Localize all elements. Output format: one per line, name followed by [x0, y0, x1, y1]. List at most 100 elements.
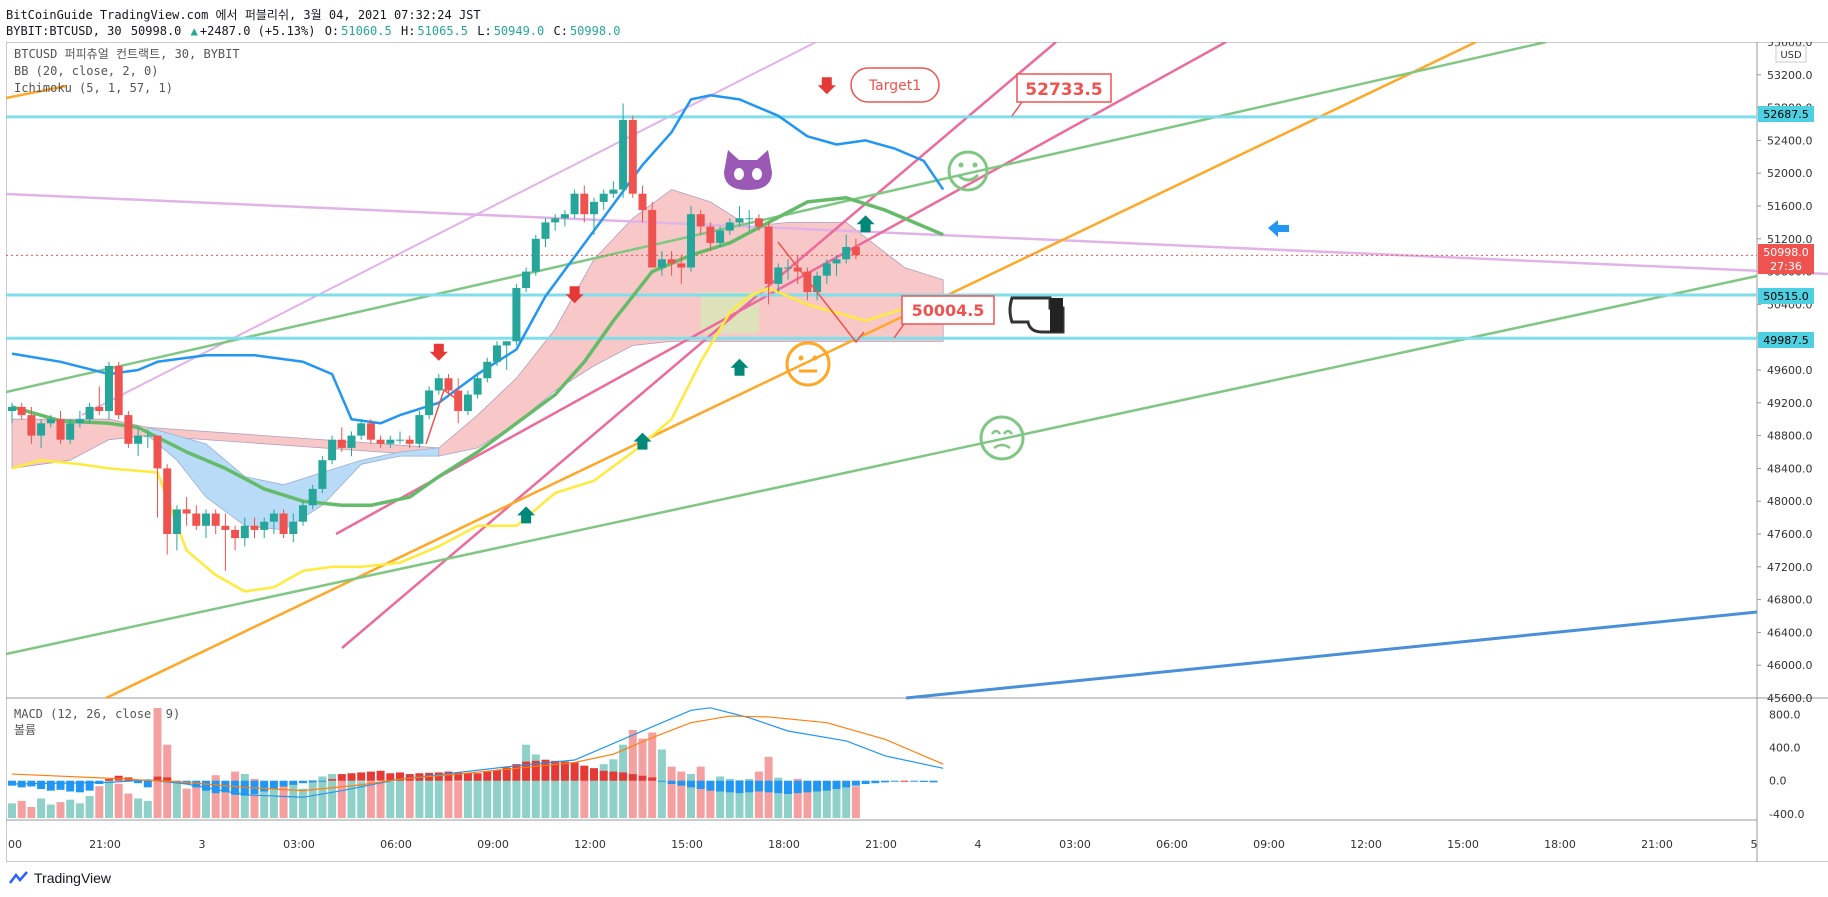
trendline-pink-upper: [341, 42, 1057, 649]
price-change: +2487.0 (+5.13%): [199, 24, 316, 38]
candle-body: [299, 505, 307, 522]
macd-histogram-bar: [37, 780, 46, 789]
macd-histogram-bar: [260, 780, 269, 792]
macd-histogram-bar: [386, 773, 395, 781]
legend-ichimoku: Ichimoku (5, 1, 57, 1): [14, 81, 173, 95]
candle-body: [745, 218, 754, 220]
candle-body: [405, 439, 414, 444]
volume-bar: [793, 778, 802, 818]
macd-histogram-bar: [910, 780, 919, 782]
time-tick-label: 5: [1751, 838, 1758, 851]
volume-bar: [590, 767, 598, 818]
candle-body: [706, 226, 715, 243]
candle-body: [260, 521, 269, 530]
candle-body: [842, 247, 851, 260]
down-arrow-icon: [429, 343, 448, 361]
time-tick-label: 21:00: [1641, 838, 1673, 851]
volume-bar: [8, 803, 16, 818]
volume-bar: [531, 754, 540, 818]
candle-body: [444, 378, 453, 391]
time-axis: 00 21:00 3 03:00 06:00 09:00 12:00 15:00 18:00 21…: [6, 819, 1758, 851]
cloud-bear-area: [11, 189, 944, 469]
svg-text:50515.0: 50515.0: [1763, 290, 1809, 303]
macd-histogram-bar: [590, 768, 598, 781]
volume-bar: [832, 782, 841, 818]
volume-bar: [851, 786, 860, 818]
price-tick-label: 51200.0: [1767, 233, 1813, 246]
candle-body: [677, 263, 686, 268]
candle-body: [619, 119, 628, 190]
up-arrow-icon: [633, 432, 652, 450]
candle-body: [687, 214, 695, 268]
candle-body: [667, 259, 676, 264]
candle-body: [784, 267, 792, 269]
macd-histogram-bar: [706, 780, 715, 791]
macd-histogram-bar: [842, 780, 851, 788]
candle-body: [347, 435, 356, 448]
volume-bar: [774, 777, 783, 818]
macd-histogram-bar: [531, 760, 540, 781]
price-chart[interactable]: BTCUSD 퍼피츄얼 컨트랙트, 30, BYBIT BB (20, clos…: [6, 42, 1828, 862]
macd-histogram-bar: [551, 760, 560, 781]
volume-bar: [114, 783, 123, 818]
high-label: H:: [400, 24, 416, 38]
macd-histogram-bar: [929, 780, 938, 783]
candle-body: [793, 267, 802, 272]
volume-bar: [202, 785, 210, 818]
svg-text:49987.5: 49987.5: [1763, 334, 1809, 347]
open-label: O:: [324, 24, 340, 38]
macd-histogram-bar: [871, 780, 880, 784]
time-tick-label: 15:00: [1447, 838, 1479, 851]
candle-body: [163, 468, 172, 534]
price-tick-label: 49200.0: [1767, 397, 1813, 410]
volume-bar: [512, 766, 521, 818]
low-callout: 50004.5: [893, 295, 995, 339]
macd-histogram-bar: [881, 780, 889, 783]
macd-histogram-bar: [328, 779, 337, 781]
candle-body: [328, 439, 337, 461]
macd-histogram-bar: [337, 774, 346, 781]
tradingview-footer[interactable]: TradingView: [8, 870, 111, 886]
volume-bar: [37, 798, 46, 818]
volume-bar: [522, 744, 531, 818]
footer-brand: TradingView: [34, 870, 112, 886]
projection-arrow: [777, 241, 865, 344]
trendline-orange-top: [6, 84, 67, 100]
high-value: 51065.5: [417, 24, 468, 38]
ohlc-bar: BYBIT:BTCUSD, 30 50998.0 ▲ +2487.0 (+5.13…: [6, 24, 623, 38]
volume-bar: [599, 764, 608, 818]
legend: BTCUSD 퍼피츄얼 컨트랙트, 30, BYBIT BB (20, clos…: [14, 47, 240, 737]
candle-body: [580, 193, 589, 215]
macd-histogram-bar: [570, 762, 579, 781]
macd-histogram-bar: [269, 780, 278, 789]
macd-histogram-bar: [813, 780, 822, 792]
candle-body: [386, 439, 395, 444]
candle-body: [56, 419, 65, 440]
volume-bar: [628, 730, 637, 818]
macd-histogram-bar: [357, 772, 366, 781]
volume-bar: [454, 781, 463, 818]
price-tag-current: 50998.0 27:36: [1758, 244, 1814, 274]
volume-bar: [17, 800, 26, 818]
macd-histogram-bar: [735, 780, 744, 794]
macd-histogram-bar: [8, 780, 16, 786]
price-tick-label: 52000.0: [1767, 167, 1813, 180]
svg-text:52687.5: 52687.5: [1763, 108, 1809, 121]
volume-bar: [677, 771, 686, 818]
price-tick-label: 45600.0: [1767, 692, 1813, 705]
candle-body: [134, 435, 143, 444]
horizontal-levels: [6, 115, 1757, 340]
volume-bar: [657, 749, 666, 818]
macd-histogram-bar: [619, 772, 628, 781]
macd-histogram-bar: [502, 767, 511, 781]
macd-histogram-bar: [473, 773, 482, 781]
volume-bar: [299, 788, 307, 818]
volume-bar: [279, 786, 288, 818]
volume-bar: [75, 803, 84, 818]
happy-face-icon: [947, 150, 989, 192]
candle-body: [813, 275, 822, 293]
high-callout-text: 52733.5: [1025, 80, 1102, 100]
volume-bar: [153, 708, 162, 818]
cat-icon: [724, 150, 772, 190]
candle-body: [522, 271, 531, 288]
